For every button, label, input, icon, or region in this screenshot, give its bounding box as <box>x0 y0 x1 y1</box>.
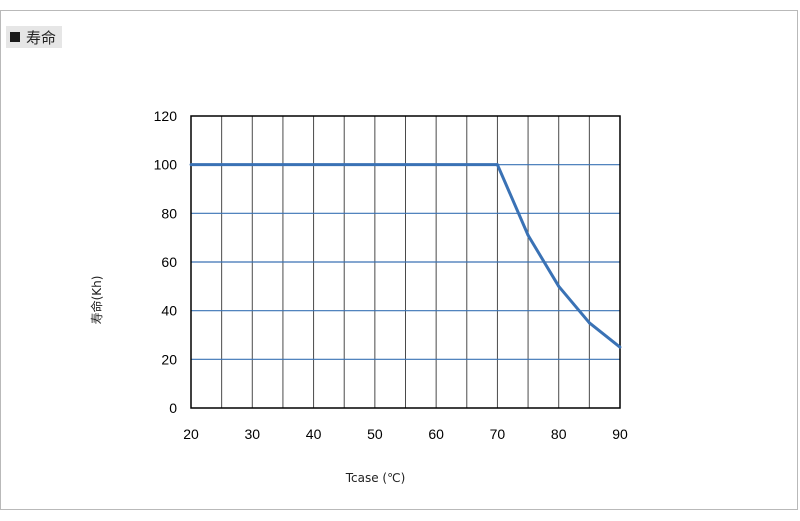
section-tag: 寿命 <box>6 26 63 48</box>
data-point <box>189 163 193 167</box>
data-point <box>220 163 224 167</box>
data-point <box>526 233 530 237</box>
x-tick-label: 30 <box>244 426 260 442</box>
data-point <box>312 163 315 167</box>
y-tick-label: 20 <box>161 351 177 367</box>
y-tick-label: 120 <box>154 108 178 124</box>
data-point <box>434 163 438 167</box>
figure-frame <box>0 10 798 510</box>
data-point <box>404 163 407 167</box>
data-point <box>557 284 561 288</box>
x-tick-label: 20 <box>183 426 199 442</box>
y-tick-labels: 0 20 40 60 80 100 120 <box>154 108 178 416</box>
x-tick-label: 90 <box>612 426 628 442</box>
section-label: 寿命 <box>26 28 57 47</box>
x-tick-label: 70 <box>490 426 506 442</box>
data-points <box>189 163 622 349</box>
y-tick-label: 40 <box>161 303 177 319</box>
data-point <box>587 321 591 325</box>
y-tick-label: 60 <box>161 254 177 270</box>
x-tick-label: 60 <box>428 426 444 442</box>
grid <box>191 116 620 408</box>
data-point <box>618 345 622 349</box>
data-point <box>281 163 285 167</box>
plot-frame <box>190 115 621 409</box>
x-tick-labels: 20 30 40 50 60 70 80 90 <box>183 426 628 442</box>
data-point <box>465 163 469 167</box>
data-point <box>373 163 377 167</box>
data-point <box>250 163 254 167</box>
square-bullet-icon <box>10 32 20 42</box>
x-tick-label: 50 <box>367 426 383 442</box>
x-axis-title: Tcase (℃) <box>345 471 406 485</box>
y-axis-title: 寿命(Kh) <box>89 276 104 325</box>
x-tick-label: 40 <box>306 426 322 442</box>
y-tick-label: 0 <box>169 400 177 416</box>
y-tick-label: 80 <box>161 205 177 221</box>
data-point <box>496 163 499 167</box>
x-tick-label: 80 <box>551 426 567 442</box>
y-tick-label: 100 <box>154 157 178 173</box>
data-point <box>342 163 346 167</box>
